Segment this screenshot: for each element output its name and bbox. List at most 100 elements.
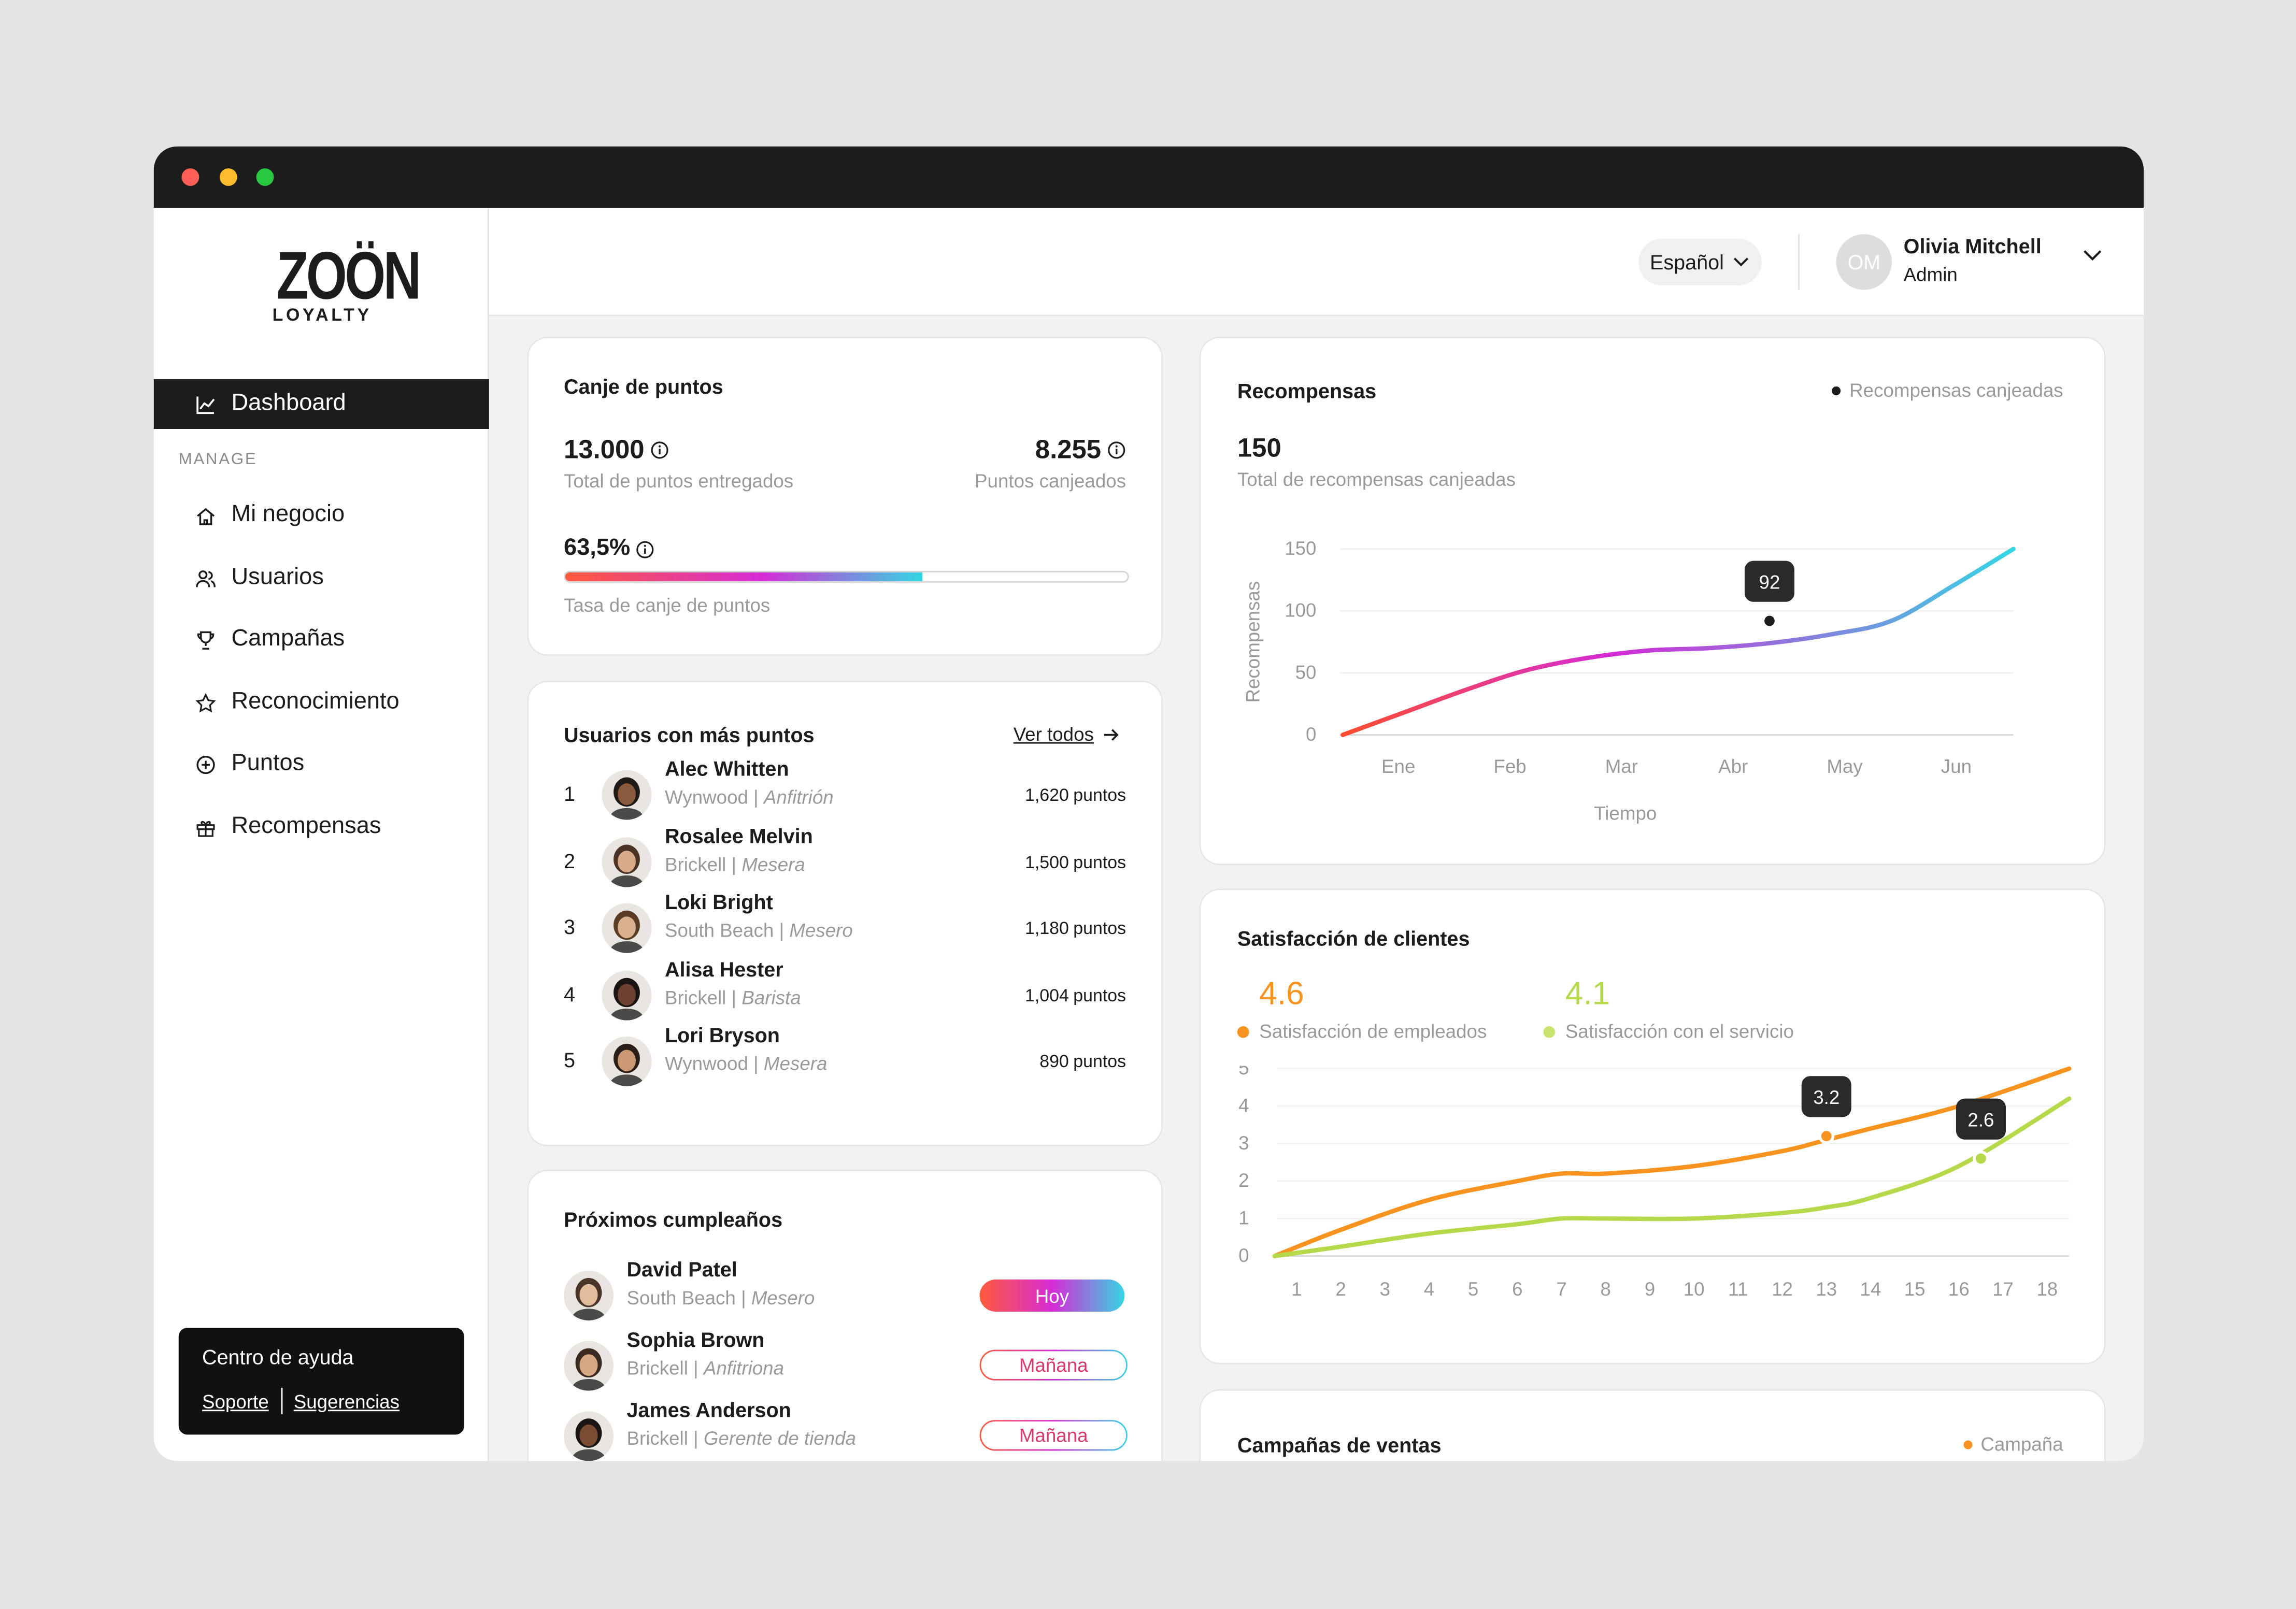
user-rank: 1 — [563, 782, 576, 806]
info-icon[interactable] — [636, 539, 655, 558]
total-points-value: 13.000 — [564, 435, 669, 465]
x-tick-label: 10 — [1684, 1278, 1705, 1300]
user-avatar — [563, 1411, 614, 1461]
users-icon — [196, 569, 216, 587]
sidebar-item-recompensas[interactable]: Recompensas — [195, 814, 381, 840]
user-menu-chevron-icon[interactable] — [2082, 249, 2103, 262]
birthdays-card: Próximos cumpleaños David Patel South Bea… — [527, 1169, 1163, 1461]
user-name: Alec Whitten — [664, 756, 789, 781]
x-axis-label: Tiempo — [1594, 803, 1657, 824]
chart-legend: Campaña — [1963, 1433, 2063, 1455]
x-tick-label: 18 — [2036, 1278, 2058, 1300]
language-select[interactable]: Español — [1638, 238, 1762, 286]
y-tick-label: 50 — [1295, 662, 1317, 683]
redemption-rate-number: 63,5% — [563, 536, 631, 561]
x-tick-label: 8 — [1601, 1278, 1611, 1300]
legend-dot — [1832, 385, 1841, 395]
sidebar-item-campanas[interactable]: Campañas — [195, 626, 345, 653]
legend-dot — [1237, 1025, 1249, 1038]
x-tick-label: 9 — [1645, 1278, 1655, 1300]
birthday-location-text: Brickell | — [626, 1427, 704, 1449]
redeemed-points-number: 8.255 — [1035, 435, 1102, 464]
legend-label: Campaña — [1980, 1433, 2063, 1455]
user-name: Alisa Hester — [664, 957, 783, 981]
user-avatar — [563, 1270, 614, 1320]
birthday-name: David Patel — [626, 1257, 737, 1281]
y-axis-label: Recompensas — [1242, 581, 1263, 703]
person-photo — [570, 1348, 607, 1391]
user-role-text: Mesero — [789, 920, 853, 942]
total-points-label: Total de puntos entregados — [563, 470, 794, 492]
x-tick-label: 4 — [1424, 1278, 1434, 1300]
sidebar-item-reconocimiento[interactable]: Reconocimiento — [195, 689, 400, 716]
person-photo — [608, 978, 645, 1021]
user-role-text: Mesera — [763, 1053, 828, 1075]
user-rank: 5 — [563, 1048, 576, 1072]
person-photo — [570, 1418, 607, 1461]
user-role-text: Mesera — [741, 853, 805, 875]
y-tick-label: 2 — [1238, 1170, 1249, 1191]
points-unit: puntos — [1073, 784, 1126, 806]
info-icon[interactable] — [650, 441, 669, 460]
employees-legend: Satisfacción de empleados — [1237, 1021, 1487, 1042]
x-tick-label: 16 — [1948, 1278, 1970, 1300]
gift-icon — [196, 820, 215, 837]
sidebar-item-label: Puntos — [231, 751, 305, 776]
points-number: 1,620 — [1024, 784, 1069, 806]
info-icon[interactable] — [1107, 441, 1126, 460]
employees-series-line — [1272, 1066, 2072, 1258]
birthday-name: Sophia Brown — [626, 1328, 765, 1352]
sidebar-item-usuarios[interactable]: Usuarios — [195, 565, 324, 592]
x-tick-label: Jun — [1941, 756, 1972, 777]
user-avatar — [563, 1341, 614, 1391]
person-photo — [608, 844, 645, 887]
x-tick-label: Abr — [1718, 756, 1748, 777]
minimize-window-button[interactable] — [219, 168, 237, 186]
points-number: 1,004 — [1024, 985, 1069, 1005]
divider — [280, 1387, 282, 1414]
points-number: 1,500 — [1024, 851, 1069, 872]
user-location-text: Wynwood | — [664, 1053, 764, 1075]
maximize-window-button[interactable] — [256, 168, 274, 186]
x-tick-label: 6 — [1512, 1278, 1522, 1300]
sidebar-item-mi-negocio[interactable]: Mi negocio — [195, 502, 345, 528]
user-location: Brickell | Barista — [665, 986, 801, 1008]
sidebar-section-label: MANAGE — [178, 451, 258, 469]
suggestions-link[interactable]: Sugerencias — [293, 1390, 400, 1412]
service-satisfaction-value: 4.1 — [1565, 975, 1610, 1012]
rewards-total-label: Total de recompensas canjeadas — [1237, 468, 1516, 491]
highlight-point[interactable] — [1973, 1150, 1989, 1167]
top-header: Español OM Olivia Mitchell Admin — [489, 208, 2144, 317]
x-tick-label: 5 — [1468, 1278, 1478, 1300]
legend-label: Satisfacción con el servicio — [1565, 1020, 1794, 1043]
x-tick-label: 14 — [1860, 1278, 1881, 1300]
user-name: Lori Bryson — [664, 1024, 780, 1047]
x-tick-label: Ene — [1381, 756, 1415, 777]
user-name: Loki Bright — [664, 890, 773, 914]
rewards-series-line — [1340, 547, 2016, 737]
arrow-right-icon — [1104, 728, 1119, 740]
sidebar-item-dashboard[interactable]: Dashboard — [153, 379, 489, 429]
svg-text:2.6: 2.6 — [1967, 1109, 1994, 1130]
sidebar-item-label: Usuarios — [231, 565, 324, 590]
view-all-link[interactable]: Ver todos — [1014, 723, 1120, 745]
birthday-name: James Anderson — [626, 1398, 791, 1421]
user-points: 1,180 puntos — [1020, 915, 1126, 939]
close-window-button[interactable] — [181, 168, 199, 186]
redemption-rate-value: 63,5% — [564, 536, 655, 562]
support-link[interactable]: Soporte — [202, 1390, 269, 1412]
sidebar-item-puntos[interactable]: Puntos — [195, 751, 304, 778]
highlight-point[interactable] — [1761, 612, 1778, 629]
card-title: Usuarios con más puntos — [563, 723, 815, 747]
satisfaction-card: Satisfacción de clientes 4.6 Satisfacció… — [1199, 888, 2106, 1364]
y-tick-label: 0 — [1306, 724, 1316, 745]
points-redemption-card: Canje de puntos 13.000 Total de puntos e… — [527, 336, 1163, 656]
y-tick-label: 150 — [1285, 538, 1316, 559]
user-avatar — [602, 837, 652, 887]
service-series-line — [1272, 1096, 2072, 1258]
user-avatar — [602, 970, 652, 1021]
highlight-point[interactable] — [1818, 1128, 1835, 1144]
birthday-role-text: Mesero — [751, 1286, 815, 1309]
user-avatar[interactable]: OM — [1836, 234, 1892, 290]
